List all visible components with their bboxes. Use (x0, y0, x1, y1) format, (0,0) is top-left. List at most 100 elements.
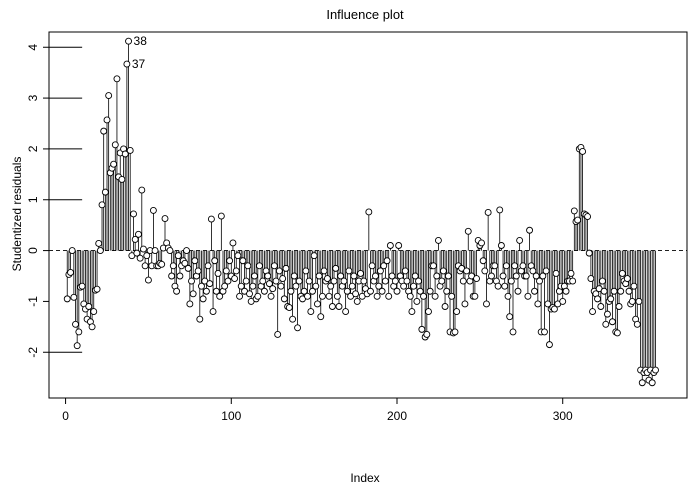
point-annotation: 37 (132, 57, 146, 71)
data-point (237, 282, 245, 290)
data-point (202, 287, 210, 295)
data-point (368, 262, 376, 270)
data-point (585, 249, 593, 257)
data-point (224, 277, 232, 285)
data-point (403, 277, 411, 285)
data-point (463, 267, 471, 275)
data-point (342, 308, 350, 316)
data-point (96, 247, 104, 255)
data-point (275, 267, 283, 275)
data-point (318, 292, 326, 300)
data-point (431, 292, 439, 300)
data-point (85, 303, 93, 310)
data-point (597, 303, 605, 310)
data-point (484, 209, 492, 216)
data-point (274, 331, 282, 338)
data-point (280, 295, 288, 303)
data-point (249, 282, 257, 290)
data-point (488, 272, 495, 280)
data-point (131, 235, 139, 243)
data-point (471, 292, 479, 300)
data-point (569, 277, 577, 285)
data-point (222, 267, 230, 275)
data-point (184, 264, 192, 272)
data-point (416, 287, 424, 295)
data-point (353, 297, 361, 305)
data-point (186, 300, 194, 308)
data-point (439, 267, 447, 275)
data-point (292, 282, 300, 290)
data-point (304, 292, 311, 300)
data-point (269, 285, 277, 293)
data-point (531, 287, 538, 295)
data-point (221, 282, 229, 290)
data-point (526, 226, 534, 234)
data-point (294, 324, 302, 332)
data-point (625, 287, 633, 295)
data-point (524, 292, 532, 300)
data-point (209, 308, 217, 316)
data-point (511, 262, 519, 270)
chart-marks: 0 100 200 300 -2 -1 0 1 2 3 4 38 37 (26, 34, 687, 423)
data-point (385, 292, 393, 300)
data-point (473, 275, 480, 282)
data-point (434, 236, 442, 244)
data-point (138, 186, 146, 194)
data-point (552, 270, 560, 277)
data-point (628, 297, 636, 305)
data-point (256, 262, 263, 270)
data-point (272, 277, 280, 285)
data-point (332, 264, 340, 272)
data-point (610, 287, 618, 295)
data-point (542, 267, 550, 275)
data-point (502, 262, 510, 270)
data-point (149, 206, 157, 214)
data-point (130, 210, 137, 218)
data-point (325, 292, 333, 300)
data-point (335, 303, 343, 310)
data-point (541, 328, 548, 336)
data-point (264, 272, 272, 280)
y-tick-label: 4 (26, 44, 40, 51)
data-point (630, 282, 638, 290)
data-point (451, 328, 459, 336)
data-point (512, 272, 520, 280)
data-point (312, 282, 320, 290)
data-point (380, 262, 388, 270)
data-point (260, 287, 268, 295)
data-point (426, 287, 434, 295)
data-point (100, 127, 108, 135)
data-point (169, 262, 177, 270)
data-point (461, 300, 469, 308)
data-point (118, 175, 126, 183)
data-point (536, 277, 543, 285)
data-point (408, 308, 416, 316)
data-point (623, 275, 631, 282)
data-point (589, 308, 596, 316)
data-point (151, 247, 159, 255)
data-point (207, 215, 215, 223)
data-point (584, 213, 592, 220)
data-point (242, 277, 250, 285)
data-point (133, 249, 141, 257)
data-point (544, 300, 552, 308)
data-point (282, 264, 290, 272)
data-point (570, 207, 578, 215)
data-point (181, 259, 189, 267)
data-point (613, 329, 621, 337)
data-point (340, 277, 348, 285)
data-point (411, 272, 419, 280)
data-point (567, 270, 575, 277)
data-point (574, 216, 582, 224)
data-point (206, 280, 214, 288)
data-point (211, 257, 219, 265)
data-point (317, 313, 325, 321)
data-point (123, 60, 131, 68)
data-point (607, 295, 615, 303)
data-point (594, 295, 601, 303)
data-point (441, 303, 449, 310)
data-point (337, 272, 345, 280)
data-point (559, 297, 567, 305)
data-point (141, 262, 149, 270)
